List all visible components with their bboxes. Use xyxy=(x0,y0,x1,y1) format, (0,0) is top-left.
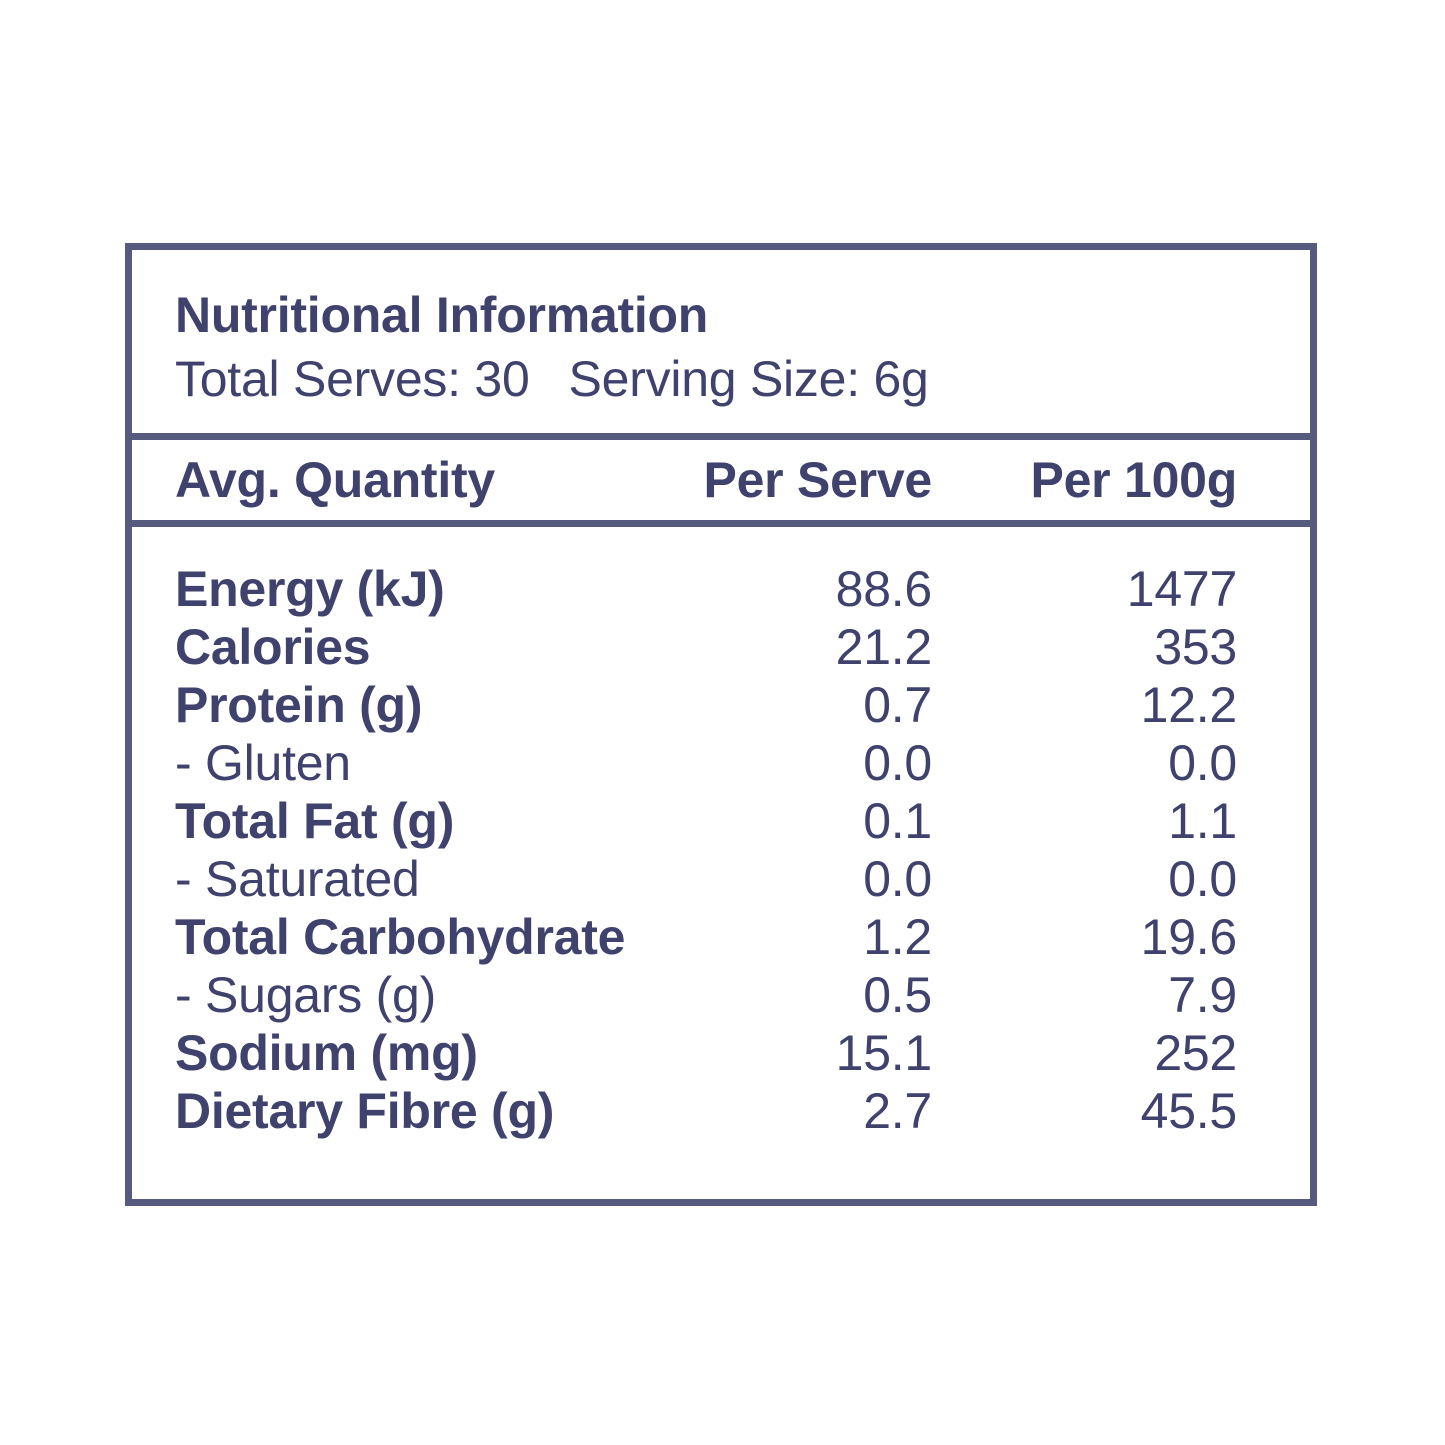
row-per-100g-value: 12.2 xyxy=(1140,677,1238,733)
row-per-serve-value: 0.5 xyxy=(863,967,932,1023)
header-per-serve: Per Serve xyxy=(703,452,933,508)
row-per-serve-value: 0.0 xyxy=(863,735,932,791)
row-per-100g-value: 19.6 xyxy=(1140,909,1238,965)
nutrition-label: Nutritional Information Total Serves: 30… xyxy=(125,243,1317,1206)
table-row: Calories 21.2 353 xyxy=(175,618,1237,676)
serving-size-text: Serving Size: 6g xyxy=(568,351,929,407)
row-per-serve-value: 15.1 xyxy=(835,1025,933,1081)
table-row: Total Carbohydrate 1.2 19.6 xyxy=(175,908,1237,966)
row-label: Dietary Fibre (g) xyxy=(175,1083,555,1139)
row-label: Energy (kJ) xyxy=(175,561,445,617)
total-serves-text: Total Serves: 30 xyxy=(175,351,530,407)
table-row: Energy (kJ) 88.6 1477 xyxy=(175,560,1237,618)
row-per-100g-value: 252 xyxy=(1154,1025,1237,1081)
row-label: Total Fat (g) xyxy=(175,793,455,849)
row-per-100g-value: 1477 xyxy=(1126,561,1237,617)
table-row: - Sugars (g) 0.5 7.9 xyxy=(175,966,1237,1024)
table-body: Energy (kJ) 88.6 1477 Calories 21.2 353 … xyxy=(132,527,1310,1140)
table-row: Total Fat (g) 0.1 1.1 xyxy=(175,792,1237,850)
table-row: - Gluten 0.0 0.0 xyxy=(175,734,1237,792)
row-per-serve-value: 21.2 xyxy=(835,619,933,675)
row-label: Protein (g) xyxy=(175,677,423,733)
row-label: - Saturated xyxy=(175,851,420,907)
row-per-100g-value: 353 xyxy=(1154,619,1237,675)
row-per-100g-value: 1.1 xyxy=(1168,793,1237,849)
row-label: Total Carbohydrate xyxy=(175,909,626,965)
row-per-100g-value: 7.9 xyxy=(1168,967,1237,1023)
row-per-serve-value: 1.2 xyxy=(863,909,932,965)
row-per-100g-value: 0.0 xyxy=(1168,735,1237,791)
header-avg-quantity: Avg. Quantity xyxy=(175,452,495,508)
row-label: Calories xyxy=(175,619,371,675)
row-per-serve-value: 0.1 xyxy=(863,793,932,849)
row-per-serve-value: 2.7 xyxy=(863,1083,932,1139)
table-row: Dietary Fibre (g) 2.7 45.5 xyxy=(175,1082,1237,1140)
row-per-serve-value: 88.6 xyxy=(835,561,933,617)
table-row: Sodium (mg) 15.1 252 xyxy=(175,1024,1237,1082)
row-per-100g-value: 0.0 xyxy=(1168,851,1237,907)
table-row: Protein (g) 0.7 12.2 xyxy=(175,676,1237,734)
label-title: Nutritional Information xyxy=(175,287,709,343)
label-title-block: Nutritional Information Total Serves: 30… xyxy=(132,250,1310,433)
row-label: - Sugars (g) xyxy=(175,967,436,1023)
row-per-serve-value: 0.0 xyxy=(863,851,932,907)
row-per-serve-value: 0.7 xyxy=(863,677,932,733)
table-row: - Saturated 0.0 0.0 xyxy=(175,850,1237,908)
row-per-100g-value: 45.5 xyxy=(1140,1083,1238,1139)
header-per-100g: Per 100g xyxy=(1030,452,1238,508)
table-header-row: Avg. Quantity Per Serve Per 100g xyxy=(132,433,1310,527)
row-label: - Gluten xyxy=(175,735,351,791)
serving-info-line: Total Serves: 30 Serving Size: 6g xyxy=(175,347,1237,411)
row-label: Sodium (mg) xyxy=(175,1025,478,1081)
